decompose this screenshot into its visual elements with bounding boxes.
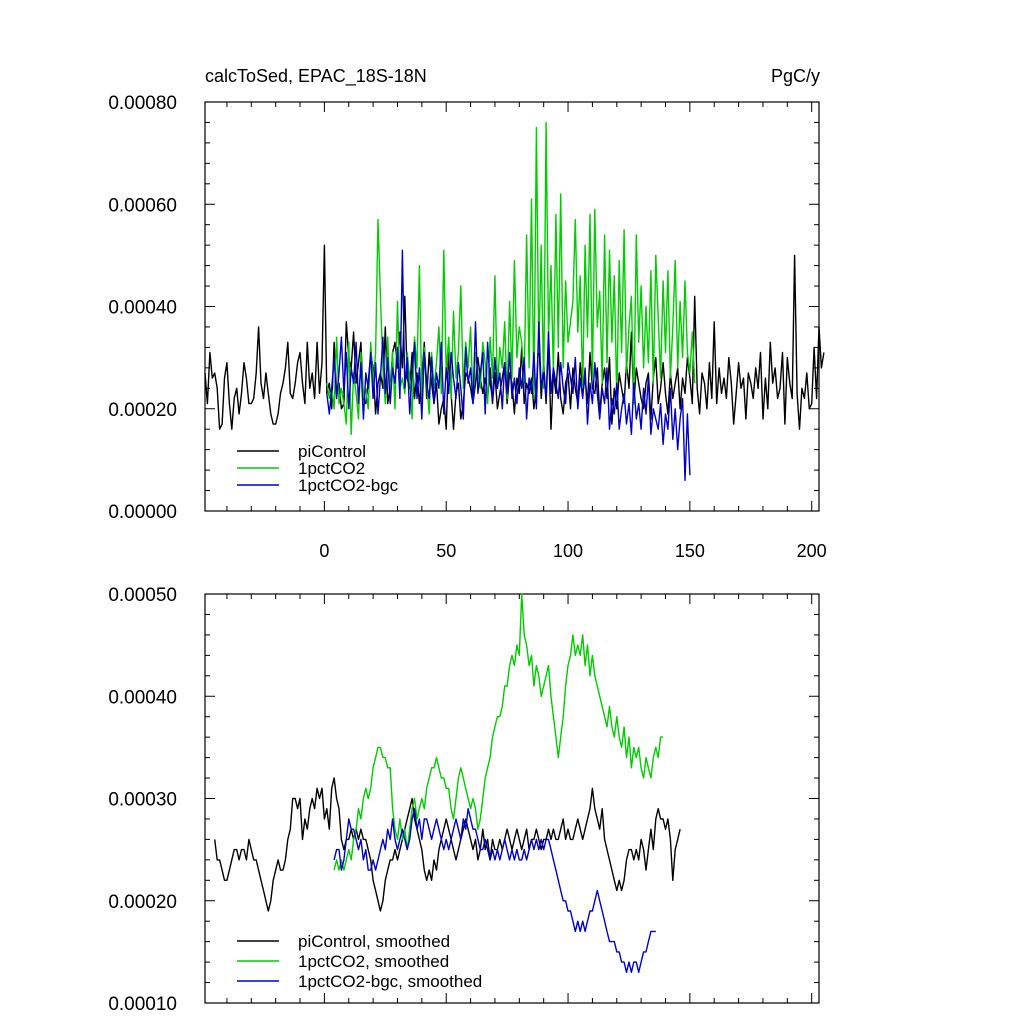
legend-label: piControl, smoothed bbox=[298, 932, 450, 951]
x-tick-label: 50 bbox=[436, 541, 456, 561]
series-line-1pctco2-smoothed bbox=[333, 593, 664, 871]
series-line-1pctco2-bgc bbox=[326, 249, 691, 481]
x-tick-label: 0 bbox=[319, 541, 329, 561]
legend-label: 1pctCO2-bgc, smoothed bbox=[298, 972, 482, 991]
top-panel-units: PgC/y bbox=[771, 66, 820, 86]
x-tick-label: 100 bbox=[553, 541, 583, 561]
series-line-picontrol bbox=[204, 244, 825, 430]
legend-label: 1pctCO2, smoothed bbox=[298, 952, 449, 971]
y-tick-label: 0.00040 bbox=[108, 687, 177, 708]
series-line-picontrol-smoothed bbox=[214, 777, 681, 912]
x-tick-label: 150 bbox=[675, 541, 705, 561]
series-line-1pctco2-bgc-smoothed bbox=[333, 808, 656, 973]
y-tick-label: 0.00040 bbox=[108, 298, 177, 319]
y-tick-label: 0.00010 bbox=[108, 994, 177, 1015]
y-tick-label: 0.00020 bbox=[108, 892, 177, 913]
y-tick-label: 0.00000 bbox=[108, 502, 177, 523]
y-tick-label: 0.00050 bbox=[108, 585, 177, 606]
legend-label: 1pctCO2 bbox=[298, 459, 365, 478]
top-panel: calcToSed, EPAC_18S-18N PgC/y 0 50 100 150 2… bbox=[108, 66, 826, 561]
y-tick-label: 0.00080 bbox=[108, 93, 177, 114]
y-tick-label: 0.00060 bbox=[108, 195, 177, 216]
y-tick-label: 0.00030 bbox=[108, 790, 177, 811]
legend-label: piControl bbox=[298, 442, 366, 461]
y-tick-label: 0.00020 bbox=[108, 400, 177, 421]
x-tick-label: 200 bbox=[797, 541, 827, 561]
legend-label: 1pctCO2-bgc bbox=[298, 476, 399, 495]
top-panel-title: calcToSed, EPAC_18S-18N bbox=[205, 66, 427, 87]
bottom-panel: 0.00010 0.00020 0.00030 0.00040 0.00050 piCo… bbox=[108, 585, 820, 1015]
